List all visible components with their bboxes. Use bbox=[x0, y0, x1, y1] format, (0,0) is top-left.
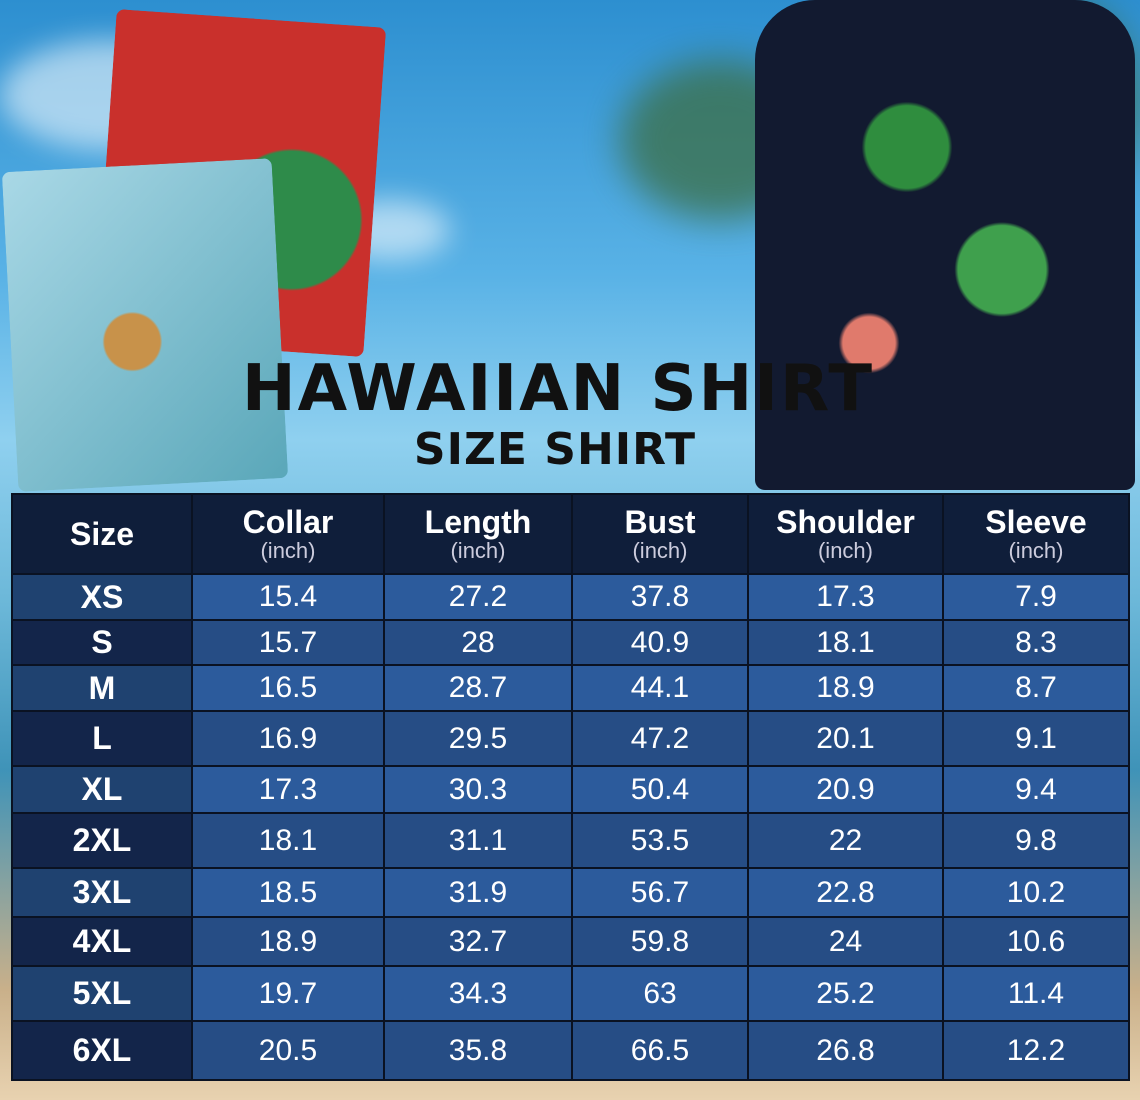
cell-bust: 56.7 bbox=[571, 867, 749, 918]
header-label: Shoulder bbox=[776, 504, 915, 540]
cell-collar: 15.7 bbox=[191, 619, 385, 666]
cell-sleeve: 9.1 bbox=[942, 710, 1130, 767]
cell-sleeve: 8.3 bbox=[942, 619, 1130, 666]
cell-shoulder: 22 bbox=[747, 812, 944, 869]
cell-size: 2XL bbox=[11, 812, 193, 869]
table-row: 2XL 18.1 31.1 53.5 22 9.8 bbox=[11, 812, 1130, 869]
cell-size: 6XL bbox=[11, 1020, 193, 1081]
cell-size: 5XL bbox=[11, 965, 193, 1022]
cell-length: 35.8 bbox=[383, 1020, 573, 1081]
cell-shoulder: 25.2 bbox=[747, 965, 944, 1022]
cell-size: 3XL bbox=[11, 867, 193, 918]
table-row: XL 17.3 30.3 50.4 20.9 9.4 bbox=[11, 765, 1130, 814]
cell-length: 27.2 bbox=[383, 573, 573, 621]
header-size: Size bbox=[11, 493, 193, 575]
header-label: Length bbox=[424, 504, 532, 540]
cell-sleeve: 11.4 bbox=[942, 965, 1130, 1022]
header-unit: (inch) bbox=[817, 538, 873, 563]
cell-sleeve: 9.8 bbox=[942, 812, 1130, 869]
table-row: M 16.5 28.7 44.1 18.9 8.7 bbox=[11, 664, 1130, 712]
cell-sleeve: 9.4 bbox=[942, 765, 1130, 814]
header-unit: (inch) bbox=[632, 538, 688, 563]
header-label: Bust bbox=[624, 504, 696, 540]
cell-bust: 44.1 bbox=[571, 664, 749, 712]
header-collar: Collar (inch) bbox=[191, 493, 385, 575]
header-label: Collar bbox=[242, 504, 334, 540]
cell-shoulder: 26.8 bbox=[747, 1020, 944, 1081]
cell-sleeve: 12.2 bbox=[942, 1020, 1130, 1081]
cell-bust: 47.2 bbox=[571, 710, 749, 767]
header-row: Size Collar (inch) Length (inch) Bust (inch… bbox=[11, 493, 1130, 575]
cell-size: S bbox=[11, 619, 193, 666]
cell-length: 32.7 bbox=[383, 916, 573, 967]
cell-sleeve: 10.2 bbox=[942, 867, 1130, 918]
cell-size: L bbox=[11, 710, 193, 767]
cell-length: 34.3 bbox=[383, 965, 573, 1022]
cell-shoulder: 22.8 bbox=[747, 867, 944, 918]
cell-shoulder: 24 bbox=[747, 916, 944, 967]
cell-shoulder: 18.9 bbox=[747, 664, 944, 712]
cell-length: 31.1 bbox=[383, 812, 573, 869]
cell-collar: 15.4 bbox=[191, 573, 385, 621]
page-subtitle: SIZE SHIRT bbox=[413, 424, 697, 475]
cell-collar: 16.5 bbox=[191, 664, 385, 712]
header-shoulder: Shoulder (inch) bbox=[747, 493, 944, 575]
table-row: S 15.7 28 40.9 18.1 8.3 bbox=[11, 619, 1130, 666]
header-length: Length (inch) bbox=[383, 493, 573, 575]
cell-bust: 59.8 bbox=[571, 916, 749, 967]
table-row: 5XL 19.7 34.3 63 25.2 11.4 bbox=[11, 965, 1130, 1022]
cell-collar: 18.5 bbox=[191, 867, 385, 918]
header-unit: (inch) bbox=[450, 538, 506, 563]
cell-bust: 37.8 bbox=[571, 573, 749, 621]
cell-size: M bbox=[11, 664, 193, 712]
cell-collar: 20.5 bbox=[191, 1020, 385, 1081]
cell-length: 28.7 bbox=[383, 664, 573, 712]
header-label: Size bbox=[69, 516, 135, 552]
cell-shoulder: 20.1 bbox=[747, 710, 944, 767]
model-shirt-image bbox=[755, 0, 1135, 490]
cell-bust: 50.4 bbox=[571, 765, 749, 814]
cell-collar: 18.9 bbox=[191, 916, 385, 967]
cell-shoulder: 20.9 bbox=[747, 765, 944, 814]
header-bust: Bust (inch) bbox=[571, 493, 749, 575]
cell-length: 30.3 bbox=[383, 765, 573, 814]
cell-length: 29.5 bbox=[383, 710, 573, 767]
cell-size: XL bbox=[11, 765, 193, 814]
cell-collar: 19.7 bbox=[191, 965, 385, 1022]
cell-sleeve: 8.7 bbox=[942, 664, 1130, 712]
cell-sleeve: 7.9 bbox=[942, 573, 1130, 621]
cell-shoulder: 18.1 bbox=[747, 619, 944, 666]
header-unit: (inch) bbox=[1008, 538, 1064, 563]
table-row: 6XL 20.5 35.8 66.5 26.8 12.2 bbox=[11, 1020, 1130, 1081]
table-row: XS 15.4 27.2 37.8 17.3 7.9 bbox=[11, 573, 1130, 621]
header-unit: (inch) bbox=[260, 538, 316, 563]
table-row: L 16.9 29.5 47.2 20.1 9.1 bbox=[11, 710, 1130, 767]
cell-size: 4XL bbox=[11, 916, 193, 967]
table-row: 3XL 18.5 31.9 56.7 22.8 10.2 bbox=[11, 867, 1130, 918]
header-label: Sleeve bbox=[985, 504, 1087, 540]
cell-size: XS bbox=[11, 573, 193, 621]
table-row: 4XL 18.9 32.7 59.8 24 10.6 bbox=[11, 916, 1130, 967]
cell-collar: 18.1 bbox=[191, 812, 385, 869]
cell-bust: 66.5 bbox=[571, 1020, 749, 1081]
header-sleeve: Sleeve (inch) bbox=[942, 493, 1130, 575]
cell-sleeve: 10.6 bbox=[942, 916, 1130, 967]
cell-length: 28 bbox=[383, 619, 573, 666]
cell-bust: 40.9 bbox=[571, 619, 749, 666]
cell-collar: 16.9 bbox=[191, 710, 385, 767]
cell-bust: 63 bbox=[571, 965, 749, 1022]
page-title: HAWAIIAN SHIRT bbox=[242, 352, 874, 426]
cell-shoulder: 17.3 bbox=[747, 573, 944, 621]
cell-bust: 53.5 bbox=[571, 812, 749, 869]
cell-length: 31.9 bbox=[383, 867, 573, 918]
size-table: Size Collar (inch) Length (inch) Bust (inch… bbox=[11, 493, 1130, 1081]
cell-collar: 17.3 bbox=[191, 765, 385, 814]
